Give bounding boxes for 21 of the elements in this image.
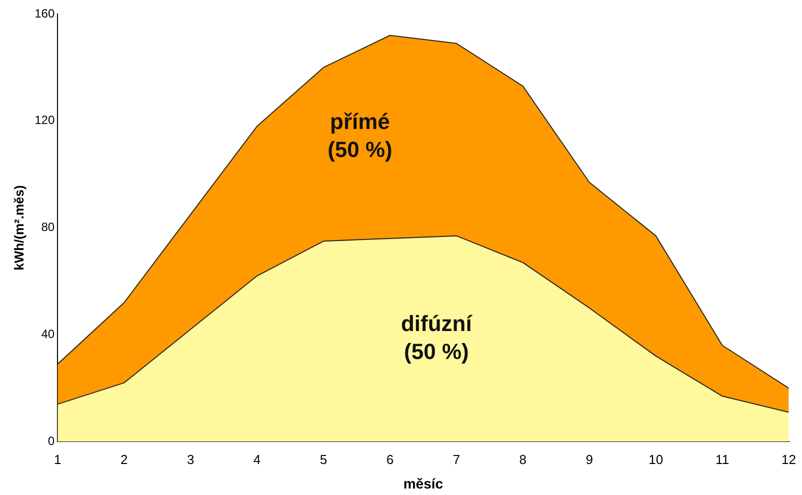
x-tick-label: 3 xyxy=(186,452,194,467)
x-tick-label: 12 xyxy=(782,452,796,467)
x-tick-label: 2 xyxy=(120,452,128,467)
y-tick-label: 40 xyxy=(41,327,55,342)
x-axis-title: měsíc xyxy=(403,475,444,492)
y-tick-label: 120 xyxy=(34,113,55,128)
x-tick-label: 11 xyxy=(716,452,730,467)
x-tick-label: 4 xyxy=(253,452,261,467)
y-tick-label: 80 xyxy=(41,220,55,234)
x-tick-label: 10 xyxy=(648,452,664,467)
x-tick-label: 7 xyxy=(452,452,460,467)
y-axis-title: kWh/(m².měs) xyxy=(11,185,26,270)
y-tick-label: 0 xyxy=(48,434,55,448)
x-tick-label: 5 xyxy=(320,452,328,467)
x-tick-label: 9 xyxy=(586,452,593,467)
x-tick-label: 6 xyxy=(386,452,394,467)
x-tick-label: 8 xyxy=(519,452,527,467)
x-tick-label: 1 xyxy=(54,452,62,467)
series-label: difúzní (50 %) xyxy=(400,310,473,364)
series-label: přímé (50 %) xyxy=(328,108,392,162)
y-tick-label: 160 xyxy=(34,6,55,20)
